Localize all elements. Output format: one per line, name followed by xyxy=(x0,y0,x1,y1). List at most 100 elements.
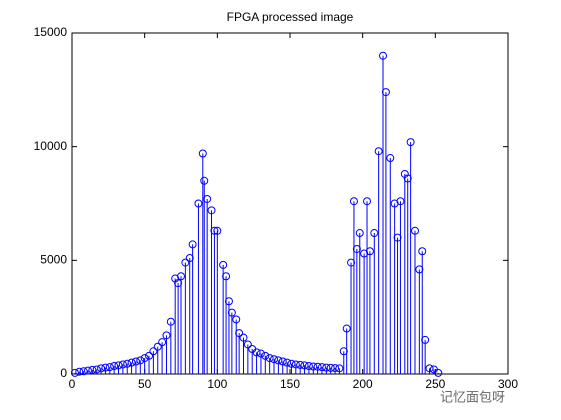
stem-marker xyxy=(145,351,154,360)
stem-marker xyxy=(370,229,379,238)
stem-marker xyxy=(421,335,430,344)
stem-marker xyxy=(274,356,283,365)
stem-marker xyxy=(300,361,309,370)
stem-marker xyxy=(406,138,415,147)
stem-marker xyxy=(252,348,261,357)
stem-marker xyxy=(105,363,114,372)
x-tick-label: 150 xyxy=(280,377,300,391)
stem-marker xyxy=(313,362,322,371)
stem-marker xyxy=(386,154,395,163)
stem-marker xyxy=(355,229,364,238)
stem-marker xyxy=(203,194,212,203)
stem-marker xyxy=(136,356,145,365)
stem-marker xyxy=(339,347,348,356)
stem-marker xyxy=(396,197,405,206)
stem-marker xyxy=(335,364,344,373)
watermark: 记忆面包呀 xyxy=(440,389,505,404)
stem-marker xyxy=(352,244,361,253)
stem-marker xyxy=(418,247,427,256)
y-tick-label: 0 xyxy=(60,366,67,380)
stem-marker xyxy=(374,147,383,156)
stem-marker xyxy=(403,174,412,183)
stem-marker xyxy=(363,197,372,206)
stem-marker xyxy=(381,88,390,97)
stem-marker xyxy=(331,364,340,373)
stem-marker xyxy=(309,362,318,371)
stem-marker xyxy=(349,197,358,206)
stem-marker xyxy=(232,315,241,324)
stem-marker xyxy=(88,365,97,374)
stem-marker xyxy=(239,333,248,342)
chart-title: FPGA processed image xyxy=(227,10,354,24)
stem-marker xyxy=(393,233,402,242)
stem-marker xyxy=(213,226,222,235)
stem-marker xyxy=(118,360,127,369)
stem-marker xyxy=(181,258,190,267)
stem-marker xyxy=(287,359,296,368)
stem-marker xyxy=(174,279,183,288)
x-tick-label: 250 xyxy=(425,377,445,391)
stem-marker xyxy=(97,364,106,373)
stem-marker xyxy=(210,226,219,235)
stem-marker xyxy=(79,367,88,376)
x-tick-label: 0 xyxy=(69,377,76,391)
x-tick-label: 200 xyxy=(353,377,373,391)
stem-marker xyxy=(291,360,300,369)
stem-marker xyxy=(185,254,194,263)
stem-marker xyxy=(283,358,292,367)
x-tick-label: 50 xyxy=(138,377,152,391)
stem-marker xyxy=(265,354,274,363)
stem-marker xyxy=(131,357,140,366)
stem-marker xyxy=(153,342,162,351)
stem-marker xyxy=(207,206,216,215)
stem-marker xyxy=(365,247,374,256)
y-tick-label: 5000 xyxy=(40,253,67,267)
y-tick-label: 10000 xyxy=(34,139,68,153)
stem-marker xyxy=(322,363,331,372)
y-tick-label: 15000 xyxy=(34,25,68,39)
stem-marker xyxy=(379,51,388,60)
stem-marker xyxy=(296,360,305,369)
stem-marker xyxy=(410,226,419,235)
stem-marker xyxy=(114,361,123,370)
stem-marker xyxy=(101,363,110,372)
stem-marker xyxy=(256,349,265,358)
stem-marker xyxy=(235,329,244,338)
stem-marker xyxy=(227,308,236,317)
x-tick-label: 300 xyxy=(498,377,518,391)
stem-marker xyxy=(243,340,252,349)
stem-marker xyxy=(123,359,132,368)
stem-marker xyxy=(92,365,101,374)
stem-marker xyxy=(162,331,171,340)
stem-marker xyxy=(347,258,356,267)
stem-marker xyxy=(425,364,434,373)
stem-marker xyxy=(70,368,79,377)
stem-marker xyxy=(149,347,158,356)
stem-marker xyxy=(188,240,197,249)
stem-marker xyxy=(342,324,351,333)
stem-marker xyxy=(326,363,335,372)
stem-marker xyxy=(198,149,207,158)
stem-marker xyxy=(140,354,149,363)
stem-marker xyxy=(75,367,84,376)
stem-marker xyxy=(304,362,313,371)
stem-marker xyxy=(110,362,119,371)
stem-marker xyxy=(219,260,228,269)
stem-marker xyxy=(83,366,92,375)
stem-marker xyxy=(434,368,443,377)
stem-marker xyxy=(278,357,287,366)
plot-area xyxy=(71,32,509,375)
stem-marker xyxy=(222,272,231,281)
stem-marker xyxy=(158,338,167,347)
stem-marker xyxy=(261,351,270,360)
x-tick-label: 100 xyxy=(207,377,227,391)
stem-marker xyxy=(224,297,233,306)
stem-marker xyxy=(415,265,424,274)
stem-marker xyxy=(177,272,185,281)
stem-marker xyxy=(127,358,136,367)
stem-marker xyxy=(200,176,209,185)
stem-marker xyxy=(270,355,279,364)
stem-marker xyxy=(166,317,175,326)
stem-marker xyxy=(194,199,203,208)
